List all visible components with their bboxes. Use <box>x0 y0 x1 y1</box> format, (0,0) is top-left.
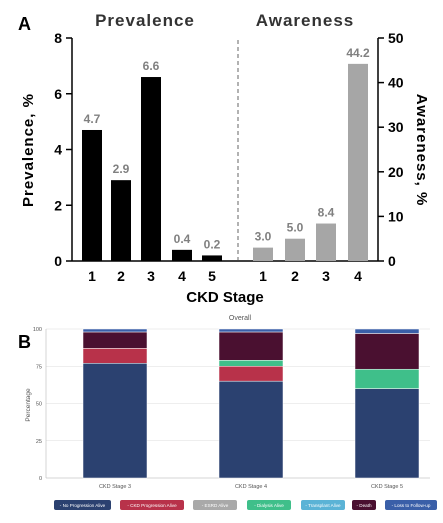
left-y-tick-label: 6 <box>54 86 62 102</box>
awareness-bar-label: 8.4 <box>318 206 335 220</box>
awareness-x-tick-label: 1 <box>259 268 267 284</box>
legend-label: - CKD Progression Alive <box>127 503 177 508</box>
right-y-tick-label: 0 <box>388 253 396 269</box>
legend-label: - Death <box>356 503 372 508</box>
prevalence-bar-label: 0.4 <box>174 232 191 246</box>
awareness-bar-label: 5.0 <box>287 221 304 235</box>
left-y-tick-label: 0 <box>54 253 62 269</box>
prevalence-bar <box>82 129 102 261</box>
prevalence-x-tick-label: 3 <box>147 268 155 284</box>
ckd-stage-axis-label: CKD Stage <box>186 289 264 306</box>
legend-label: - Loss to Follow-up <box>392 503 431 508</box>
stacked-segment <box>354 388 420 479</box>
awareness-bar <box>316 223 336 261</box>
stacked-segment <box>218 380 284 479</box>
legend-swatch <box>193 500 237 510</box>
prevalence-bar-label: 4.7 <box>84 112 101 126</box>
stacked-y-tick-label: 0 <box>39 476 42 482</box>
awareness-x-tick-label: 4 <box>354 268 362 284</box>
prevalence-bar-label: 2.9 <box>113 162 130 176</box>
awareness-x-tick-label: 2 <box>291 268 299 284</box>
stacked-segment <box>354 328 420 334</box>
prevalence-title: Prevalence <box>95 11 195 30</box>
awareness-bar <box>253 247 273 261</box>
right-y-tick-label: 50 <box>388 30 404 46</box>
stacked-segment <box>82 331 148 349</box>
panel-a-label: A <box>18 14 31 34</box>
stacked-segment <box>354 368 420 389</box>
panel-a-marks: 0 2 4 6 8 0 10 20 30 40 50 4.7 1 2.9 2 6.6 3 0.4 4 0.2 5 3.0 1… <box>54 30 404 284</box>
stacked-x-tick-label: CKD Stage 5 <box>371 484 403 490</box>
prevalence-x-tick-label: 4 <box>178 268 186 284</box>
awareness-axis-label: Awareness, % <box>413 94 430 207</box>
stacked-segment <box>82 328 148 333</box>
awareness-bar-label: 3.0 <box>255 230 272 244</box>
prevalence-bar-label: 0.2 <box>204 237 221 251</box>
stacked-x-tick-label: CKD Stage 4 <box>235 484 267 490</box>
stacked-segment <box>218 331 284 361</box>
legend-swatch <box>352 500 376 510</box>
stacked-segment <box>82 363 148 479</box>
legend-label: - Dialysis Alive <box>254 503 284 508</box>
prevalence-bar <box>202 255 222 261</box>
stacked-y-tick-label: 100 <box>33 327 42 333</box>
stacked-y-tick-label: 75 <box>36 364 42 370</box>
percentage-axis-label: Percentage <box>25 388 32 422</box>
stacked-y-tick-label: 50 <box>36 402 42 408</box>
prevalence-axis-label: Prevalence, % <box>20 93 37 207</box>
legend-swatch <box>54 500 111 510</box>
stacked-segment <box>218 360 284 367</box>
right-y-tick-label: 10 <box>388 208 404 224</box>
stacked-x-tick-label: CKD Stage 3 <box>99 484 131 490</box>
left-y-tick-label: 8 <box>54 30 62 46</box>
legend-label: - ESRD Alive <box>202 503 229 508</box>
awareness-bar <box>348 63 368 262</box>
awareness-bar <box>285 238 305 261</box>
stacked-segment <box>218 366 284 382</box>
stacked-y-tick-label: 25 <box>36 439 42 445</box>
legend-swatch <box>120 500 184 510</box>
right-y-tick-label: 40 <box>388 75 404 91</box>
right-y-tick-label: 20 <box>388 164 404 180</box>
awareness-bar-label: 44.2 <box>346 46 370 60</box>
legend-label: - Transplant Alive <box>305 503 341 508</box>
stacked-segment <box>354 333 420 370</box>
legend-swatch <box>385 500 437 510</box>
panel-b-label: B <box>18 332 31 352</box>
prevalence-bar <box>172 249 192 261</box>
prevalence-x-tick-label: 5 <box>208 268 216 284</box>
prevalence-x-tick-label: 1 <box>88 268 96 284</box>
prevalence-bar <box>111 180 131 261</box>
stacked-segment <box>218 328 284 333</box>
legend-label: - No Progression Alive <box>60 503 106 508</box>
awareness-title: Awareness <box>256 11 354 30</box>
legend-swatch <box>301 500 345 510</box>
legend-swatch <box>247 500 291 510</box>
prevalence-x-tick-label: 2 <box>117 268 125 284</box>
stacked-segment <box>82 348 148 364</box>
prevalence-bar-label: 6.6 <box>143 59 160 73</box>
left-y-tick-label: 4 <box>54 142 62 158</box>
left-y-tick-label: 2 <box>54 197 62 213</box>
right-y-tick-label: 30 <box>388 119 404 135</box>
awareness-x-tick-label: 3 <box>322 268 330 284</box>
prevalence-bar <box>141 77 161 262</box>
panel-b-marks: 0 25 50 75 100 CKD Stage 3 CKD Stage 4 CKD Stag… <box>33 327 437 510</box>
overall-title: Overall <box>229 315 252 322</box>
